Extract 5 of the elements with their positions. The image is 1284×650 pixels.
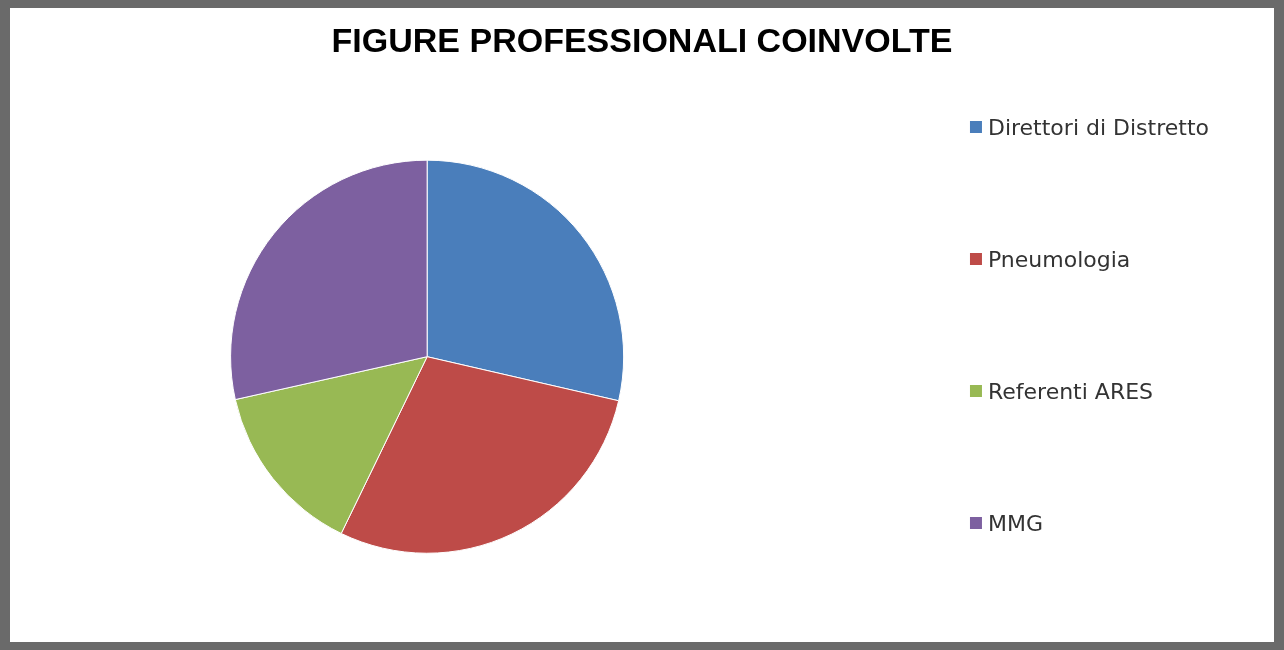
legend-label: Pneumologia bbox=[987, 246, 1131, 272]
chart-title: FIGURE PROFESSIONALI COINVOLTE bbox=[331, 21, 953, 59]
legend-label: Direttori di Distretto bbox=[987, 114, 1209, 140]
legend-label: Referenti ARES bbox=[987, 378, 1154, 404]
legend-label: MMG bbox=[987, 510, 1043, 536]
